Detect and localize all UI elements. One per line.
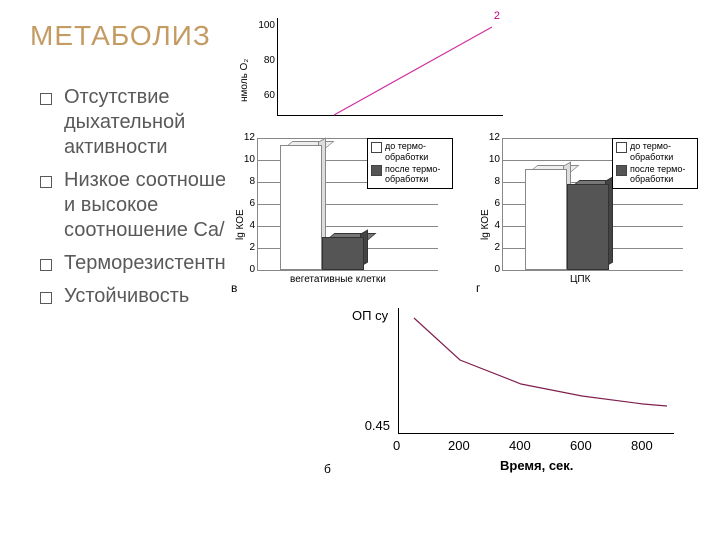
- plot-area: [398, 308, 674, 434]
- bullet-marker-icon: [40, 292, 52, 304]
- y-tick: 2: [227, 242, 255, 253]
- plot-area: [277, 18, 503, 116]
- series-label: 2: [494, 10, 500, 22]
- bullet-marker-icon: [40, 259, 52, 271]
- x-tick: 200: [448, 438, 470, 453]
- y-tick: 10: [472, 154, 500, 165]
- legend: до термо-обработки после термо-обработки: [367, 138, 453, 189]
- bullet-marker-icon: [40, 176, 52, 188]
- y-tick: 0.45: [362, 418, 390, 433]
- line-chart-bottom: ОП су 0.45 0 200 400 600 800 Время, сек.…: [320, 300, 690, 480]
- legend-item: до термо-обработки: [616, 141, 694, 163]
- bullet-marker-icon: [40, 93, 52, 105]
- line-series: [399, 308, 674, 433]
- legend-label: после термо-обработки: [630, 164, 694, 186]
- panel-letter: б: [324, 462, 331, 476]
- y-tick: 0: [472, 264, 500, 275]
- y-tick: 8: [472, 176, 500, 187]
- x-axis-label: Время, сек.: [500, 458, 573, 473]
- y-tick: 12: [472, 132, 500, 143]
- y-tick: 4: [472, 220, 500, 231]
- panel-letter: в: [231, 281, 237, 295]
- y-tick: 60: [247, 90, 275, 101]
- y-tick: 80: [247, 55, 275, 66]
- bar: [280, 147, 320, 270]
- y-tick: 6: [472, 198, 500, 209]
- bar-chart-right: lg КОЕ 12 10 8 6 4 2 0 ЦПК: [470, 120, 710, 295]
- y-tick: 6: [227, 198, 255, 209]
- panel-letter: г: [476, 281, 480, 295]
- line-series: [278, 18, 503, 115]
- legend-item: после термо-обработки: [371, 164, 449, 186]
- legend: до термо-обработки после термо-обработки: [612, 138, 698, 189]
- bar-chart-left: lg КОЕ 12 10 8 6 4 2: [225, 120, 465, 295]
- x-tick: 800: [631, 438, 653, 453]
- x-tick: 400: [509, 438, 531, 453]
- y-tick: 8: [227, 176, 255, 187]
- y-tick: 2: [472, 242, 500, 253]
- y-axis-label-fragment: ОП су: [352, 308, 388, 323]
- y-tick: 4: [227, 220, 255, 231]
- slide: МЕТАБОЛИЗ Отсутствие дыхательной активно…: [0, 0, 720, 540]
- slide-title: МЕТАБОЛИЗ: [30, 20, 211, 52]
- x-axis-label: ЦПК: [570, 274, 590, 285]
- line-chart-top: нмоль О₂ 100 80 60 2: [225, 10, 520, 120]
- bar: [525, 171, 565, 270]
- legend-label: до термо-обработки: [385, 141, 449, 163]
- y-tick: 100: [247, 20, 275, 31]
- x-tick: 0: [393, 438, 400, 453]
- y-tick: 12: [227, 132, 255, 143]
- x-tick: 600: [570, 438, 592, 453]
- y-tick: 0: [227, 264, 255, 275]
- x-axis-label: вегетативные клетки: [290, 274, 386, 285]
- legend-item: до термо-обработки: [371, 141, 449, 163]
- legend-item: после термо-обработки: [616, 164, 694, 186]
- bullet-text: Устойчивость: [64, 284, 189, 309]
- legend-label: до термо-обработки: [630, 141, 694, 163]
- y-tick: 10: [227, 154, 255, 165]
- bar: [567, 186, 607, 270]
- bar: [322, 239, 362, 270]
- legend-label: после термо-обработки: [385, 164, 449, 186]
